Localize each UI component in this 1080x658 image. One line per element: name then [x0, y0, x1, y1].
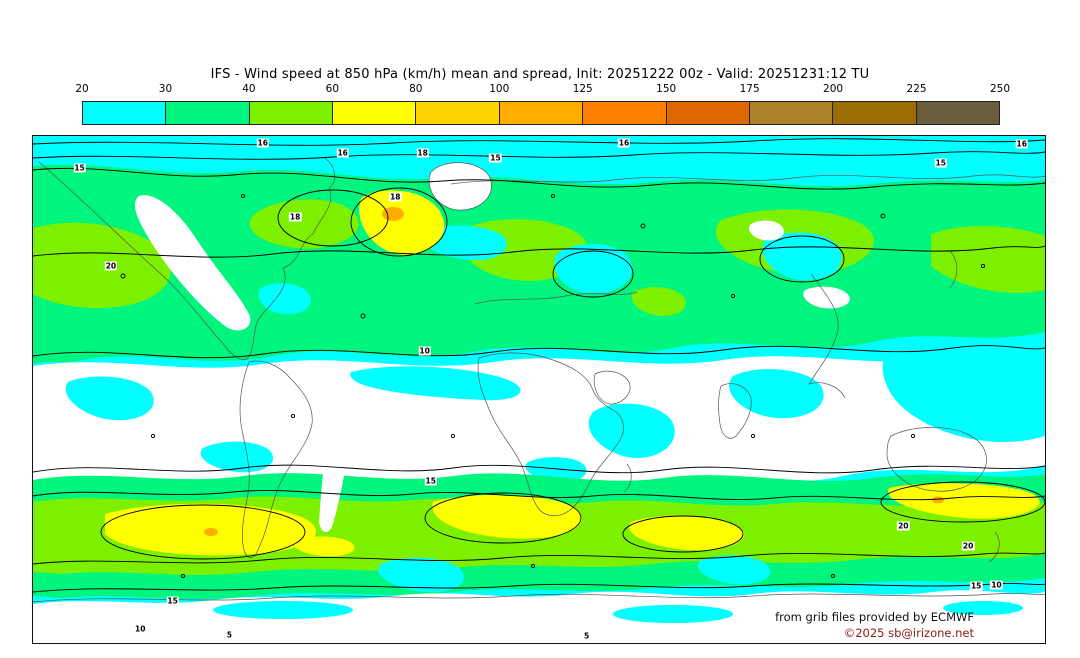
contour-value-label: 18: [389, 192, 402, 202]
coastlines: [33, 157, 1045, 603]
contour-value-label: 15: [73, 163, 86, 173]
contour-value-label: 10: [418, 346, 431, 356]
contour-value-label: 15: [424, 476, 437, 486]
contour-value-label: 20: [104, 261, 118, 271]
colorbar-tick-175: 175: [739, 83, 760, 95]
colorbar-segment-80-100: [416, 102, 500, 124]
colorbar-segment-60-80: [333, 102, 417, 124]
colorbar-tick-200: 200: [823, 83, 844, 95]
contour-value-label: 10: [990, 580, 1003, 590]
colorbar-tick-40: 40: [242, 83, 256, 95]
page-title: IFS - Wind speed at 850 hPa (km/h) mean …: [210, 67, 870, 82]
contour-value-label: 15: [934, 158, 947, 168]
colorbar-segment-125-150: [583, 102, 667, 124]
contour-value-label: 16: [1015, 139, 1028, 149]
colorbar-tick-60: 60: [325, 83, 340, 95]
colorbar-segment-150-175: [666, 102, 750, 124]
colorbar-tick-125: 125: [572, 83, 593, 95]
colorbar-segment-100-125: [499, 102, 584, 124]
colorbar-tick-20: 20: [75, 83, 89, 95]
colorbar-segment-40-60: [249, 102, 334, 124]
colorbar-tick-30: 30: [158, 83, 173, 95]
colorbar-tick-80: 80: [409, 83, 423, 95]
contour-value-label: 18: [416, 148, 429, 158]
contour-value-label: 15: [969, 581, 983, 591]
contour-value-label: 16: [617, 138, 631, 148]
contour-value-label: 5: [582, 631, 591, 641]
contour-value-label: 20: [897, 521, 910, 531]
colorbar-tick-100: 100: [489, 83, 510, 95]
colorbar-segment-200-225: [833, 102, 917, 124]
colorbar-segment-20-30: [83, 102, 167, 124]
attribution-source: from grib files provided by ECMWF: [775, 610, 974, 624]
contour-value-label: 15: [489, 153, 502, 163]
attribution-copyright: ©2025 sb@irizone.net: [843, 626, 974, 640]
colorbar-tick-150: 150: [656, 83, 677, 95]
contour-value-label: 18: [288, 212, 302, 222]
colorbar-segment-225-250: [916, 102, 999, 124]
world-wind-map: 16 15 16 16 15 16 18 18 20 18 15 10 15 20 20 15 10 15 10 5 5…: [32, 135, 1046, 644]
contour-value-label: 10: [134, 624, 147, 634]
contour-value-label: 16: [336, 148, 349, 158]
contour-value-label: 15: [166, 596, 179, 606]
colorbar-segment-175-200: [749, 102, 834, 124]
colorbar-segment-30-40: [166, 102, 250, 124]
colorbar-tick-250: 250: [989, 83, 1011, 95]
contour-value-label: 5: [225, 630, 233, 640]
contour-value-label: 20: [961, 541, 975, 551]
colorbar-tick-225: 225: [906, 83, 927, 95]
wind-speed-filled-contours: [33, 136, 1045, 643]
colorbar-tick-labels: 20 30 40 60 80 100 125 150 175 200 225 250: [75, 83, 1010, 96]
colorbar: [82, 101, 1000, 125]
contour-value-label: 16: [256, 138, 269, 148]
spread-contours: [33, 138, 1045, 593]
